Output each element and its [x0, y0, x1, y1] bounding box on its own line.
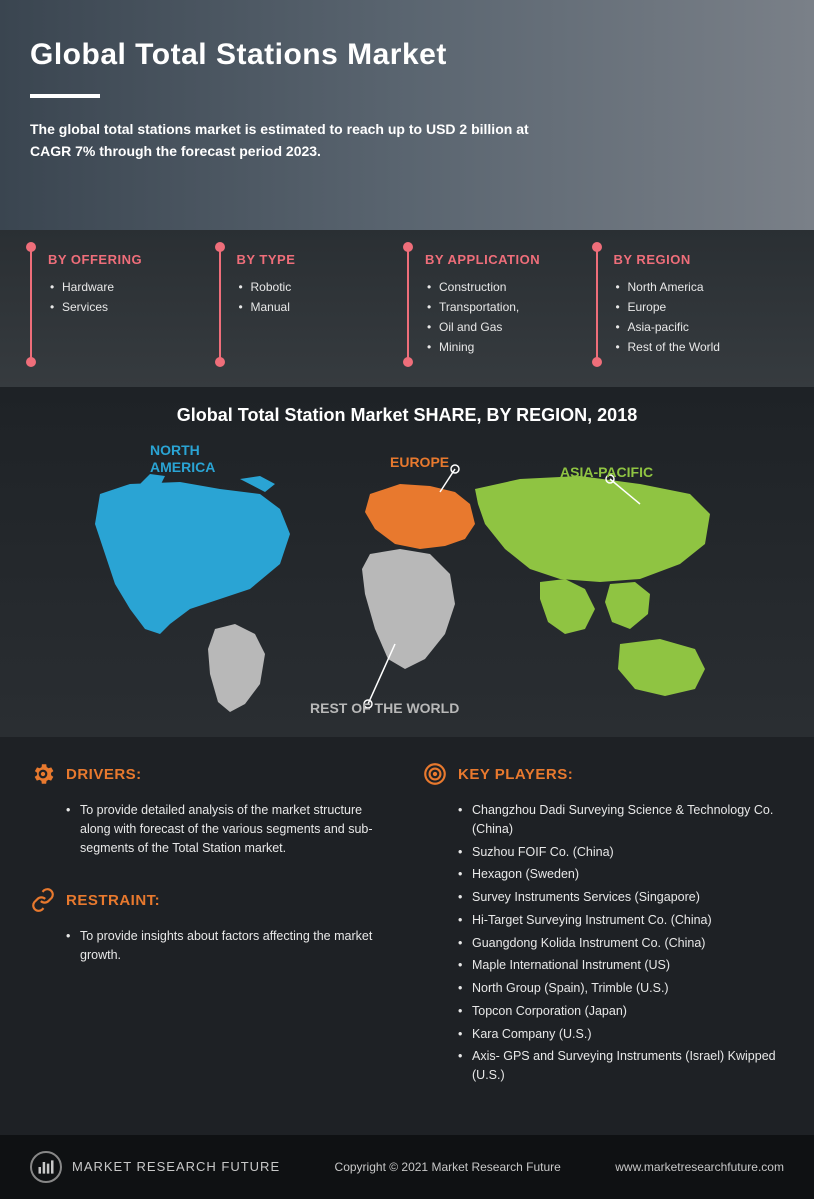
list-item: Mining: [425, 337, 578, 357]
list-item: Robotic: [237, 277, 390, 297]
list-item: North Group (Spain), Trimble (U.S.): [458, 977, 784, 1000]
segment-list: RoboticManual: [237, 277, 390, 317]
logo-icon: [30, 1151, 62, 1183]
gear-icon: [30, 761, 56, 787]
footer: MARKET RESEARCH FUTURE Copyright © 2021 …: [0, 1135, 814, 1199]
footer-logo: MARKET RESEARCH FUTURE: [30, 1151, 280, 1183]
world-map: NORTHAMERICA EUROPE ASIA-PACIFIC REST OF…: [0, 434, 814, 724]
region-label-na: NORTHAMERICA: [150, 442, 215, 476]
segment-title: BY OFFERING: [48, 252, 201, 267]
list-item: Axis- GPS and Surveying Instruments (Isr…: [458, 1045, 784, 1087]
list-item: Hexagon (Sweden): [458, 863, 784, 886]
list-item: To provide detailed analysis of the mark…: [66, 799, 392, 859]
region-na: [95, 474, 290, 634]
segment-title: BY TYPE: [237, 252, 390, 267]
segment-title: BY REGION: [614, 252, 767, 267]
restraint-title: RESTRAINT:: [66, 892, 160, 909]
list-item: To provide insights about factors affect…: [66, 925, 392, 967]
list-item: Manual: [237, 297, 390, 317]
segment-application: BY APPLICATION ConstructionTransportatio…: [407, 252, 596, 357]
list-item: Oil and Gas: [425, 317, 578, 337]
list-item: Hi-Target Surveying Instrument Co. (Chin…: [458, 909, 784, 932]
region-sa: [208, 624, 265, 712]
segments-row: BY OFFERING HardwareServices BY TYPE Rob…: [0, 230, 814, 387]
list-item: Survey Instruments Services (Singapore): [458, 886, 784, 909]
restraint-block: RESTRAINT: To provide insights about fac…: [30, 887, 392, 967]
region-af: [362, 549, 455, 669]
region-sea: [540, 579, 650, 634]
list-item: Rest of the World: [614, 337, 767, 357]
list-item: Guangdong Kolida Instrument Co. (China): [458, 932, 784, 955]
list-item: Europe: [614, 297, 767, 317]
segment-type: BY TYPE RoboticManual: [219, 252, 408, 357]
map-svg: [0, 434, 814, 724]
hero-subtitle: The global total stations market is esti…: [30, 118, 530, 163]
list-item: Topcon Corporation (Japan): [458, 1000, 784, 1023]
region-au: [618, 639, 705, 696]
right-column: KEY PLAYERS: Changzhou Dadi Surveying Sc…: [422, 761, 784, 1115]
page-title: Global Total Stations Market: [30, 38, 784, 72]
segment-offering: BY OFFERING HardwareServices: [30, 252, 219, 357]
list-item: Kara Company (U.S.): [458, 1023, 784, 1046]
drivers-title: DRIVERS:: [66, 766, 142, 783]
title-divider: [30, 94, 100, 98]
keyplayers-block: KEY PLAYERS: Changzhou Dadi Surveying Sc…: [422, 761, 784, 1087]
list-item: Services: [48, 297, 201, 317]
segment-list: ConstructionTransportation,Oil and GasMi…: [425, 277, 578, 357]
list-item: Asia-pacific: [614, 317, 767, 337]
drivers-list: To provide detailed analysis of the mark…: [30, 799, 392, 859]
footer-url: www.marketresearchfuture.com: [615, 1160, 784, 1174]
list-item: North America: [614, 277, 767, 297]
region-label-ap: ASIA-PACIFIC: [560, 464, 653, 480]
segment-list: North AmericaEuropeAsia-pacificRest of t…: [614, 277, 767, 357]
segment-list: HardwareServices: [48, 277, 201, 317]
segment-title: BY APPLICATION: [425, 252, 578, 267]
bottom-section: DRIVERS: To provide detailed analysis of…: [0, 737, 814, 1135]
drivers-block: DRIVERS: To provide detailed analysis of…: [30, 761, 392, 859]
list-item: Construction: [425, 277, 578, 297]
region-label-eu: EUROPE: [390, 454, 449, 470]
keyplayers-title: KEY PLAYERS:: [458, 766, 573, 783]
link-icon: [30, 887, 56, 913]
region-eu: [365, 484, 475, 549]
segment-region: BY REGION North AmericaEuropeAsia-pacifi…: [596, 252, 785, 357]
list-item: Hardware: [48, 277, 201, 297]
map-title: Global Total Station Market SHARE, BY RE…: [0, 405, 814, 426]
list-item: Transportation,: [425, 297, 578, 317]
target-icon: [422, 761, 448, 787]
footer-brand: MARKET RESEARCH FUTURE: [72, 1159, 280, 1174]
left-column: DRIVERS: To provide detailed analysis of…: [30, 761, 392, 1115]
list-item: Suzhou FOIF Co. (China): [458, 841, 784, 864]
region-label-row: REST OF THE WORLD: [310, 700, 459, 716]
list-item: Maple International Instrument (US): [458, 954, 784, 977]
restraint-list: To provide insights about factors affect…: [30, 925, 392, 967]
list-item: Changzhou Dadi Surveying Science & Techn…: [458, 799, 784, 841]
hero-section: Global Total Stations Market The global …: [0, 0, 814, 230]
map-section: Global Total Station Market SHARE, BY RE…: [0, 387, 814, 737]
keyplayers-list: Changzhou Dadi Surveying Science & Techn…: [422, 799, 784, 1087]
region-as: [475, 476, 710, 582]
footer-copyright: Copyright © 2021 Market Research Future: [335, 1160, 561, 1174]
